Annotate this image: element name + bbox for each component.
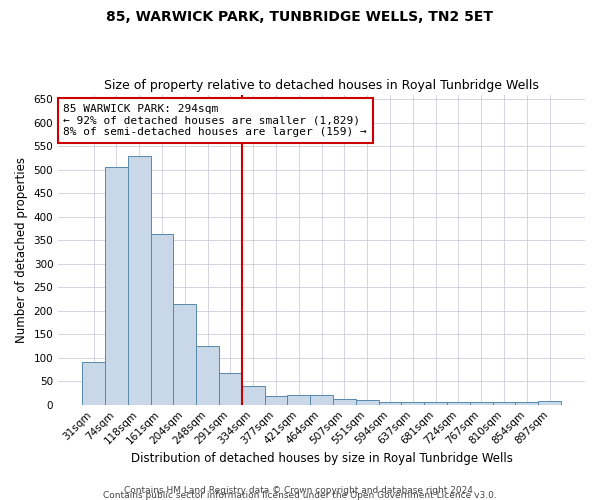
Bar: [128, 156, 151, 404]
Bar: [82, 362, 105, 405]
Bar: [379, 402, 401, 404]
Bar: [424, 402, 447, 404]
Bar: [265, 396, 287, 404]
Bar: [310, 396, 333, 404]
Bar: [538, 402, 561, 404]
Bar: [196, 346, 219, 405]
Bar: [515, 402, 538, 404]
Bar: [493, 402, 515, 404]
Title: Size of property relative to detached houses in Royal Tunbridge Wells: Size of property relative to detached ho…: [104, 79, 539, 92]
Bar: [356, 400, 379, 404]
X-axis label: Distribution of detached houses by size in Royal Tunbridge Wells: Distribution of detached houses by size …: [131, 452, 512, 465]
Bar: [333, 399, 356, 404]
Bar: [447, 402, 470, 404]
Y-axis label: Number of detached properties: Number of detached properties: [15, 156, 28, 342]
Bar: [401, 402, 424, 404]
Bar: [242, 386, 265, 404]
Text: 85, WARWICK PARK, TUNBRIDGE WELLS, TN2 5ET: 85, WARWICK PARK, TUNBRIDGE WELLS, TN2 5…: [107, 10, 493, 24]
Bar: [219, 373, 242, 404]
Bar: [470, 402, 493, 404]
Text: 85 WARWICK PARK: 294sqm
← 92% of detached houses are smaller (1,829)
8% of semi-: 85 WARWICK PARK: 294sqm ← 92% of detache…: [64, 104, 367, 137]
Text: Contains public sector information licensed under the Open Government Licence v3: Contains public sector information licen…: [103, 491, 497, 500]
Bar: [151, 234, 173, 404]
Bar: [173, 304, 196, 404]
Text: Contains HM Land Registry data © Crown copyright and database right 2024.: Contains HM Land Registry data © Crown c…: [124, 486, 476, 495]
Bar: [105, 168, 128, 404]
Bar: [287, 396, 310, 404]
